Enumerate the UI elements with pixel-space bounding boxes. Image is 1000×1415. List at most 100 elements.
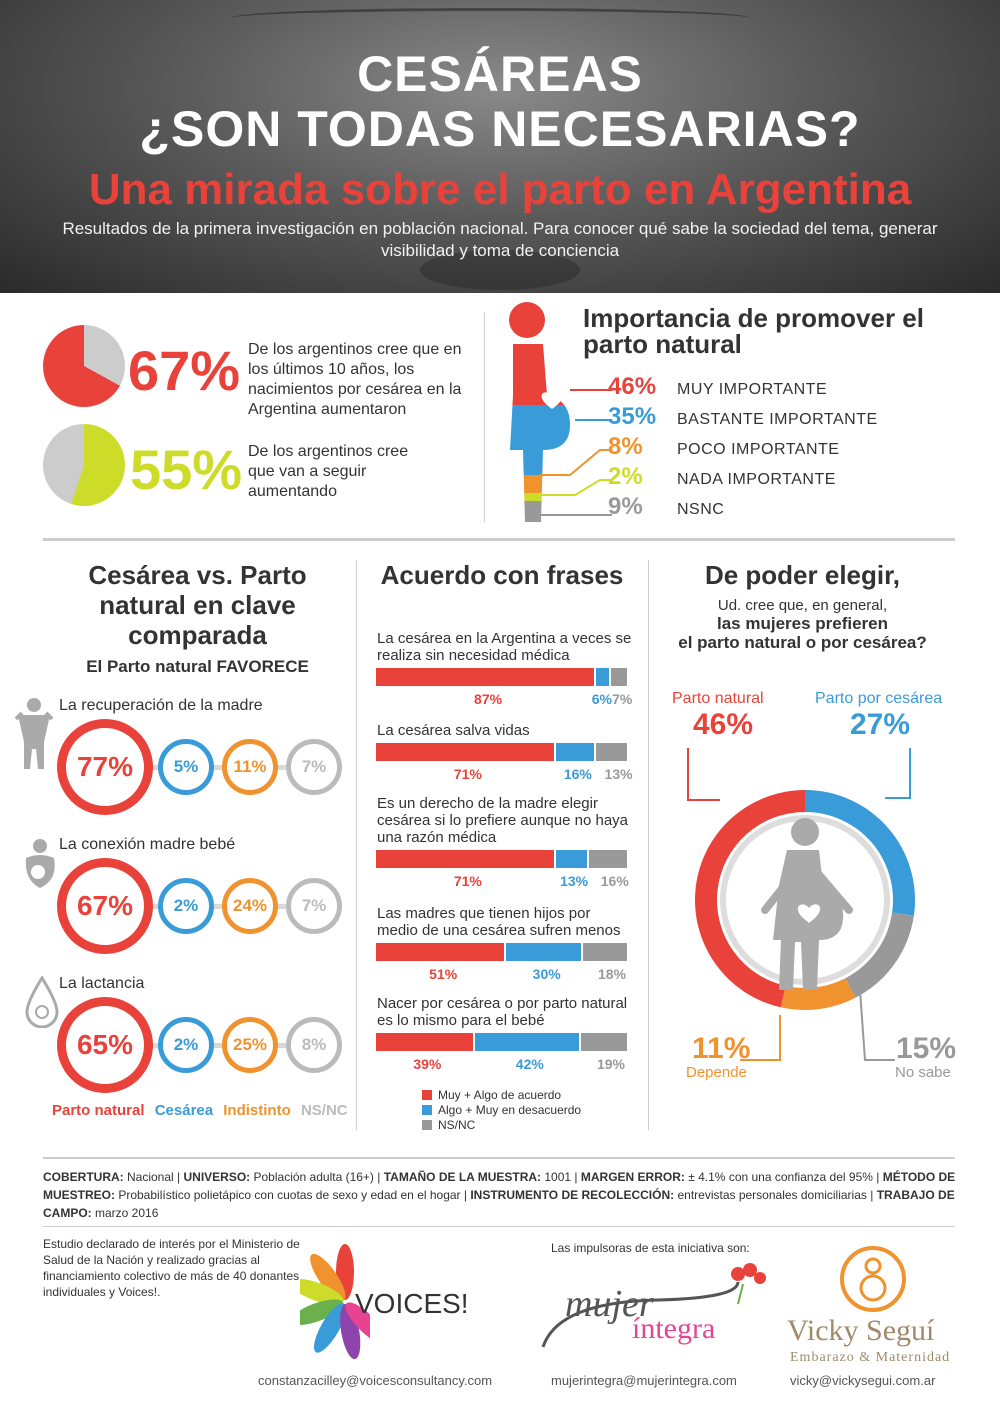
bar-acuerdo: [376, 668, 595, 686]
legend-cesarea: Cesárea: [154, 1102, 214, 1119]
importance-leader-lines: [540, 389, 612, 516]
leader-line-nosabe: [859, 989, 895, 1061]
voices-flower-logo: [300, 1244, 370, 1360]
divider: [648, 560, 649, 1130]
ring-nsnc: 7%: [286, 878, 342, 934]
bar-nsnc: [588, 850, 627, 868]
scar-graphic: [230, 8, 750, 28]
legend-indistinto: Indistinto: [223, 1102, 291, 1119]
choice-pct-nosabe: 15%: [896, 1032, 957, 1065]
legend-swatch: [422, 1105, 432, 1115]
impulsoras-text: Las impulsoras de esta iniciativa son:: [551, 1241, 750, 1255]
section-divider: [43, 538, 955, 541]
comparison-item-label: La recuperación de la madre: [59, 697, 263, 714]
bar-acuerdo: [376, 1033, 473, 1051]
choice-pct-natural: 46%: [693, 708, 754, 741]
importance-label: MUY IMPORTANTE: [677, 381, 828, 398]
importance-label: BASTANTE IMPORTANTE: [677, 411, 878, 428]
bar-desacuerdo: [506, 943, 581, 961]
bar-pct-label: 13%: [560, 873, 589, 889]
bar-pct-label: 39%: [413, 1056, 442, 1072]
bar-nsnc: [596, 743, 627, 761]
legend-nsnc: NS/NC: [300, 1102, 348, 1119]
agreement-phrase: Es un derecho de la madre elegir cesárea…: [377, 795, 629, 846]
leader-line-cesarea: [885, 748, 911, 799]
vicky-logo-subtitle: Embarazo & Maternidad: [790, 1350, 951, 1365]
importance-pct: 8%: [608, 433, 643, 460]
agreement-phrase: La cesárea salva vidas: [377, 722, 530, 739]
email-vicky[interactable]: vicky@vickysegui.com.ar: [790, 1373, 936, 1388]
agreement-title: Acuerdo con frases: [380, 560, 624, 590]
ring-cesarea: 2%: [158, 878, 214, 934]
declared-text: Estudio declarado de interés por el Mini…: [43, 1237, 300, 1299]
ring-nsnc: 7%: [286, 739, 342, 795]
bar-pct-label: 87%: [474, 691, 503, 707]
donut-slice: [805, 790, 915, 916]
bar-desacuerdo: [555, 743, 595, 761]
ring-nsnc: 8%: [286, 1017, 342, 1073]
importance-title: Importancia de promover el parto natural: [583, 303, 924, 359]
ring-parto-natural: 67%: [57, 858, 153, 954]
vicky-logo-text: Vicky Seguí: [787, 1314, 935, 1347]
comparison-title: Cesárea vs. Parto natural en clave compa…: [88, 560, 307, 650]
mujer-logo-text: mujer: [565, 1283, 654, 1325]
bar-nsnc: [611, 668, 627, 686]
email-voices[interactable]: constanzacilley@voicesconsultancy.com: [258, 1373, 493, 1388]
pregnant-woman-icon: [761, 818, 853, 990]
mother-baby-icon: [25, 839, 55, 888]
legend-label: Algo + Muy en desacuerdo: [438, 1103, 582, 1117]
importance-label: POCO IMPORTANTE: [677, 441, 840, 458]
intro-text: Resultados de la primera investigación e…: [62, 219, 938, 260]
donut-slice: [845, 912, 914, 998]
ring-parto-natural: 65%: [57, 997, 153, 1093]
donut-slice: [780, 978, 856, 1010]
bar-desacuerdo: [596, 668, 610, 686]
navel-graphic: [420, 250, 580, 290]
footer-divider: [43, 1226, 955, 1227]
subtitle: Una mirada sobre el parto en Argentina: [88, 165, 912, 214]
bar-desacuerdo: [555, 850, 587, 868]
importance-label: NSNC: [677, 501, 725, 518]
choice-q1: Ud. cree que, en general,: [717, 597, 888, 614]
agreement-phrase: Nacer por cesárea o por parto natural es…: [377, 995, 628, 1029]
donut-slice: [695, 790, 805, 1008]
bar-pct-label: 7%: [612, 691, 633, 707]
importance-pct: 46%: [608, 373, 657, 400]
milk-drop-icon: [25, 976, 59, 1028]
choice-donut-chart: [687, 748, 915, 1061]
choice-pct-depende: 11%: [692, 1032, 751, 1065]
mother-icon: [14, 698, 54, 769]
ring-cesarea: 2%: [158, 1017, 214, 1073]
bar-acuerdo: [376, 943, 505, 961]
legend-swatch: [422, 1120, 432, 1130]
agreement-phrase: Las madres que tienen hijos por medio de…: [377, 905, 621, 939]
hero-banner: [0, 0, 1000, 293]
choice-title: De poder elegir,: [704, 560, 901, 590]
email-mujer-integra[interactable]: mujerintegra@mujerintegra.com: [551, 1373, 737, 1388]
ring-indistinto: 25%: [222, 1017, 278, 1073]
pie-55-icon: [43, 424, 125, 506]
stat1-text: De los argentinos cree que en los último…: [248, 341, 462, 418]
comparison-subtitle: El Parto natural FAVORECE: [86, 657, 309, 676]
bar-pct-label: 6%: [591, 691, 612, 707]
vicky-segui-logo: [840, 1246, 906, 1312]
voices-logo-text: VOICES!: [355, 1288, 469, 1319]
methodology: COBERTURA: Nacional | UNIVERSO: Població…: [43, 1170, 956, 1220]
comparison-item-label: La conexión madre bebé: [59, 836, 236, 853]
agreement-phrase: La cesárea en la Argentina a veces se re…: [377, 630, 632, 664]
stat1-pct: 67%: [128, 339, 241, 402]
comparison-legend: Parto natural Cesárea Indistinto NS/NC: [52, 1102, 348, 1119]
ring-indistinto: 11%: [222, 739, 278, 795]
bar-pct-label: 71%: [453, 766, 482, 782]
choice-pct-cesarea: 27%: [850, 708, 911, 741]
stat2-text: De los argentinos cree que van a seguir …: [248, 443, 409, 500]
comparison-item-label: La lactancia: [59, 975, 145, 992]
choice-label-depende: Depende: [686, 1064, 747, 1081]
title-line1: CESÁREAS: [357, 46, 643, 102]
bar-pct-label: 16%: [563, 766, 592, 782]
divider: [484, 312, 485, 522]
choice-q2: las mujeres prefieren: [716, 614, 889, 633]
importance-label: NADA IMPORTANTE: [677, 471, 836, 488]
mujer-integra-logo: [541, 1263, 766, 1348]
legend-label: Muy + Algo de acuerdo: [438, 1088, 562, 1102]
